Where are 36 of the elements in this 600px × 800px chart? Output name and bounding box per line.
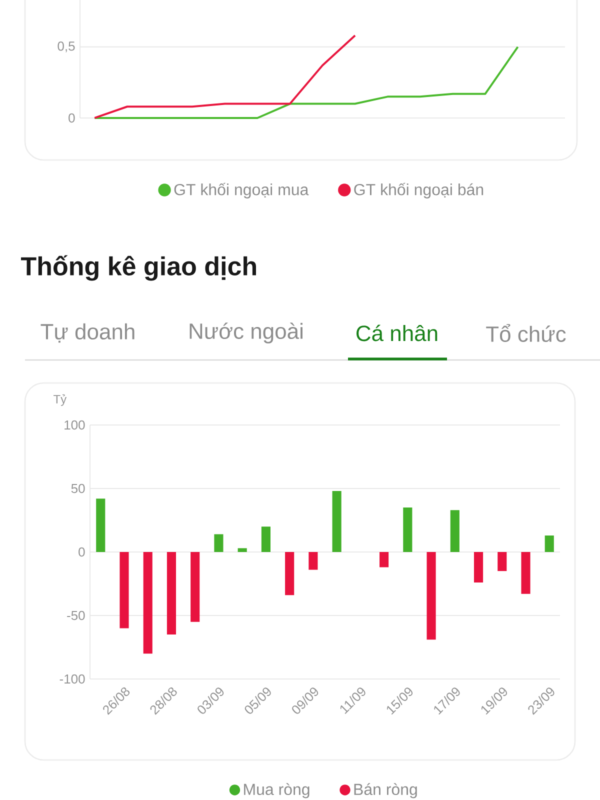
- y-tick-label: 0,5: [58, 42, 75, 52]
- legend-label: Mua ròng: [244, 783, 310, 798]
- bar: [238, 548, 247, 552]
- bar: [308, 552, 318, 570]
- bar: [166, 552, 176, 635]
- bar: [285, 552, 294, 596]
- y-axis-title: Tỷ: [54, 394, 67, 406]
- text: Cá nhân: [356, 324, 438, 342]
- text: Tổ chức: [486, 324, 566, 342]
- legend-label: GT khối ngoại mua: [174, 182, 309, 198]
- bar: [450, 510, 460, 552]
- bar: [332, 491, 342, 552]
- bar: [96, 498, 106, 552]
- y-tick-label: 100: [64, 420, 85, 430]
- chart-title: Thống kê giao dịch: [21, 255, 256, 281]
- bar: [143, 552, 152, 654]
- bar: [190, 552, 200, 622]
- bar: [474, 552, 484, 582]
- bar: [120, 552, 129, 628]
- text: Nước ngoài: [190, 322, 302, 344]
- y-tick-label: -100: [60, 674, 85, 684]
- y-tick-label: 50: [71, 484, 85, 494]
- bar: [544, 535, 554, 552]
- bar: [214, 534, 224, 552]
- y-tick-label: -50: [67, 610, 85, 620]
- bar: [521, 552, 530, 594]
- legend-label: GT khối ngoại bán: [354, 182, 484, 198]
- bar: [426, 552, 436, 640]
- legend-label: Bán ròng: [354, 783, 417, 798]
- bar: [403, 508, 412, 552]
- bar: [380, 552, 389, 568]
- y-tick-label: 0: [78, 547, 85, 557]
- text: Tự doanh: [40, 323, 134, 343]
- bar: [261, 526, 270, 552]
- bar: [498, 552, 507, 572]
- y-tick-label: 0: [68, 113, 75, 123]
